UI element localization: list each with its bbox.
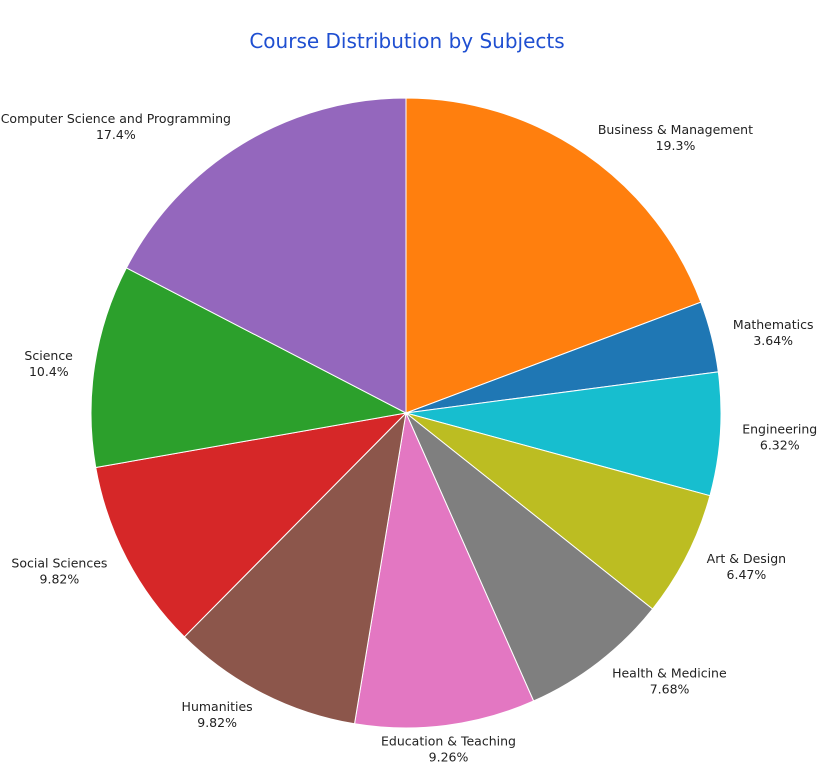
slice-label-name: Business & Management — [598, 122, 753, 137]
slice-label-name: Social Sciences — [11, 555, 107, 570]
slice-label-name: Education & Teaching — [381, 733, 516, 748]
slice-label-percent: 10.4% — [29, 364, 69, 379]
pie-slice-health-and-medicine — [405, 412, 654, 702]
pie-slice-art-and-design — [405, 412, 711, 610]
slice-label-name: Mathematics — [733, 317, 814, 332]
slice-label-percent: 19.3% — [656, 138, 696, 153]
pie-slice-computer-science-and-programming — [125, 97, 407, 414]
slice-label-name: Art & Design — [707, 551, 786, 566]
slice-label-percent: 9.26% — [429, 749, 469, 764]
slice-label-percent: 3.64% — [753, 333, 793, 348]
slice-label-name: Science — [24, 348, 73, 363]
pie-slice-engineering — [405, 371, 722, 497]
slice-label-percent: 6.47% — [727, 567, 767, 582]
pie-slice-science — [90, 267, 408, 469]
chart-title: Course Distribution by Subjects — [249, 29, 564, 53]
slice-label-percent: 17.4% — [96, 127, 136, 142]
slice-label-name: Humanities — [182, 699, 253, 714]
slice-label-percent: 6.32% — [760, 438, 800, 453]
slice-label-name: Health & Medicine — [612, 666, 727, 681]
slice-label-percent: 9.82% — [197, 715, 237, 730]
slice-label-percent: 9.82% — [40, 571, 80, 586]
slice-label-percent: 7.68% — [650, 682, 690, 697]
pie-slice-business-and-management — [405, 97, 702, 414]
pie-slice-social-sciences — [95, 412, 408, 638]
pie-slices — [90, 97, 722, 729]
pie-slice-humanities — [183, 411, 407, 725]
slice-label-name: Engineering — [742, 422, 817, 437]
slice-label-name: Computer Science and Programming — [1, 111, 231, 126]
pie-slice-education-and-teaching — [353, 411, 535, 729]
